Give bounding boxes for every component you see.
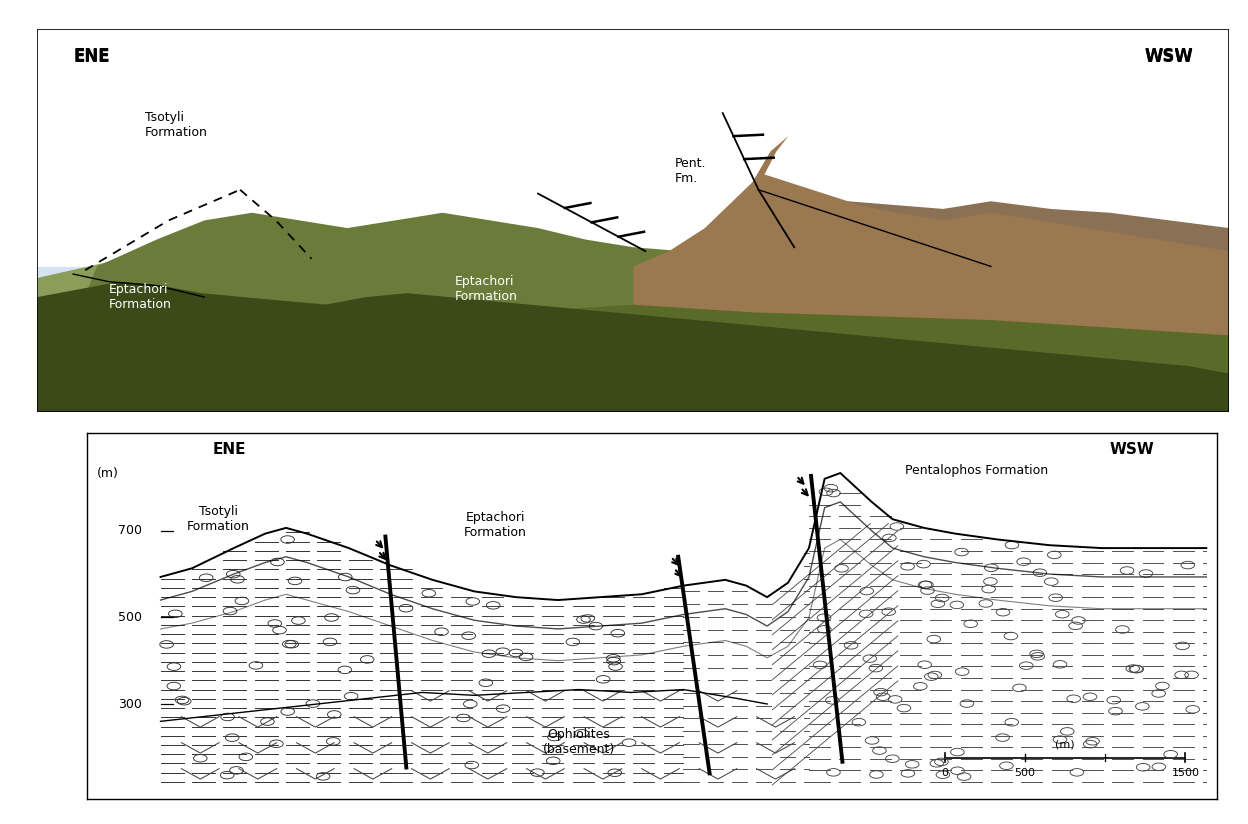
Bar [37,269,1229,276]
Bar [37,271,1229,278]
Bar [37,270,1229,277]
Bar [37,270,1229,277]
Bar [37,270,1229,277]
Bar [37,269,1229,275]
Text: Eptachori
Formation: Eptachori Formation [454,275,518,303]
Bar [37,269,1229,275]
Bar [37,270,1229,277]
Bar [37,268,1229,274]
Text: 500: 500 [1015,767,1036,778]
Text: Eptachori
Formation: Eptachori Formation [464,511,527,539]
Bar [37,270,1229,277]
Bar [37,269,1229,274]
Text: WSW: WSW [1144,47,1193,64]
Text: Ophiolites
(basement): Ophiolites (basement) [543,728,615,756]
Text: (m): (m) [1056,739,1075,749]
Polygon shape [37,282,1229,412]
Text: Pentalophos Formation: Pentalophos Formation [896,168,1038,181]
Bar [37,268,1229,274]
Bar [37,269,1229,275]
Bar [37,268,1229,274]
Text: 700: 700 [117,524,142,537]
Bar [37,271,1229,278]
Bar [37,270,1229,277]
Text: 0: 0 [941,767,948,778]
Polygon shape [37,213,1229,412]
Bar [37,271,1229,278]
Bar [37,271,1229,278]
Bar [37,270,1229,277]
Text: WSW: WSW [1144,48,1193,66]
Text: ENE: ENE [213,442,246,457]
Text: Pentalophos Formation: Pentalophos Formation [905,464,1048,476]
Bar [37,271,1229,278]
Polygon shape [37,232,1229,412]
Text: 500: 500 [117,611,142,624]
Bar [37,268,1229,274]
Polygon shape [776,236,1229,412]
Bar [37,271,1229,278]
Bar [37,269,1229,274]
Polygon shape [812,201,1229,412]
Text: WSW: WSW [1109,442,1154,457]
Bar [37,269,1229,276]
Bar [37,271,1229,278]
Text: (m): (m) [97,466,120,480]
Text: ENE: ENE [74,47,110,64]
Text: 300: 300 [117,697,142,710]
Bar [37,269,1229,276]
Bar [37,269,1229,276]
Bar [37,268,1229,274]
Bar [37,271,1229,277]
Bar [37,270,1229,276]
Bar [37,271,1229,278]
Bar [37,269,1229,275]
Bar [37,269,1229,275]
Text: Tsotyli
Formation: Tsotyli Formation [145,110,207,138]
Polygon shape [37,297,1229,412]
Text: Pent.
Fm.: Pent. Fm. [675,157,706,185]
Bar [37,269,1229,275]
Text: ENE: ENE [74,48,110,66]
Polygon shape [633,136,1229,412]
Bar [37,269,1229,276]
Bar [37,269,1229,275]
Bar [37,268,1229,274]
Bar [37,268,1229,274]
Bar [37,269,1229,274]
Bar [37,268,1229,274]
Bar [37,270,1229,277]
Bar [37,269,1229,275]
Bar [37,269,1229,276]
Bar [37,269,1229,275]
Bar [37,269,1229,276]
Bar [37,268,1229,274]
Text: Eptachori
Formation: Eptachori Formation [109,283,172,311]
Bar [37,269,1229,275]
Bar [37,269,1229,276]
Bar [37,269,1229,275]
Bar [37,268,1229,274]
Bar [37,270,1229,277]
Bar [37,269,1229,276]
Text: 1500: 1500 [1172,767,1199,778]
Bar [37,272,1229,278]
Bar [37,268,1229,274]
Bar [37,271,1229,277]
Bar [37,271,1229,277]
Bar [37,269,1229,275]
Bar [37,270,1229,276]
Bar [37,270,1229,276]
Text: Tsotyli
Formation: Tsotyli Formation [187,505,250,533]
Bar [37,268,1229,274]
